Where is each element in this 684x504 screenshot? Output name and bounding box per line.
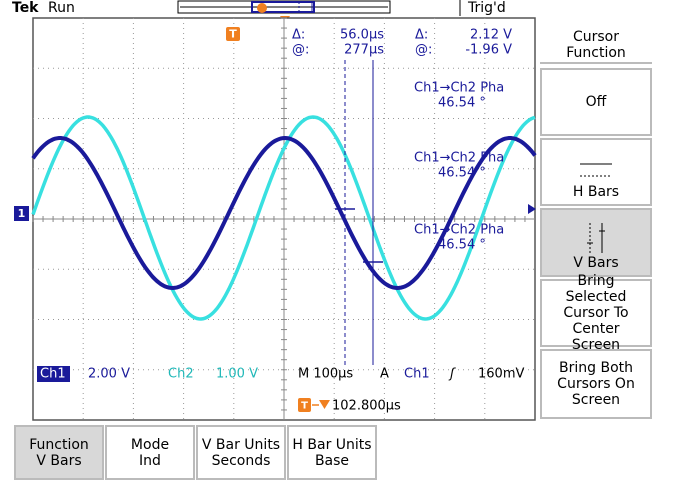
trigger-slope: ʃ <box>448 367 456 382</box>
ref-arrow <box>528 204 536 214</box>
trigger-marker <box>226 27 240 41</box>
side-menu-button[interactable]: Bring Selected Cursor To Center Screen <box>540 273 652 353</box>
readout-label: @: <box>415 43 432 58</box>
button-label: V Bar Units <box>201 436 281 453</box>
trigger-position: 102.800µs <box>332 399 401 414</box>
side-menu-button[interactable]: H Bars <box>540 138 652 206</box>
button-label: Mode <box>130 436 170 453</box>
measurement-label: Ch1→Ch2 Pha <box>414 81 504 96</box>
readout-value: 277µs <box>344 43 384 58</box>
measurement-label: Ch1→Ch2 Pha <box>414 223 504 238</box>
button-value: Base <box>314 452 350 469</box>
button-label: H Bar Units <box>292 436 372 453</box>
button-label: Function <box>29 436 89 453</box>
grid <box>32 17 535 420</box>
ch2-scale: 1.00 V <box>216 367 258 382</box>
readout-label: @: <box>292 43 309 58</box>
trigger-marker-text: T <box>229 28 237 41</box>
readout-label: Δ: <box>292 28 305 43</box>
view-window <box>251 1 315 13</box>
side-menu-button[interactable]: Off <box>540 68 652 136</box>
trigger-indicator <box>257 3 267 13</box>
trigger-mode: A <box>380 367 389 382</box>
readout-label: Δ: <box>415 28 428 43</box>
bottom-menu-button[interactable]: V Bar Units Seconds <box>196 425 286 480</box>
bottom-menu-button[interactable]: Function V Bars <box>14 425 104 480</box>
waveform <box>31 115 536 321</box>
trigger-source: Ch1 <box>404 367 430 382</box>
trigger-pos-icon <box>298 398 311 412</box>
button-text: V Bars <box>573 255 619 271</box>
measurement-label: Ch1→Ch2 Pha <box>414 151 504 166</box>
ch1-badge <box>37 366 70 382</box>
ch1-ground-marker <box>14 206 29 221</box>
button-value: Seconds <box>211 452 271 469</box>
button-value: Ind <box>139 452 161 469</box>
readout-value: -1.96 V <box>465 43 512 58</box>
side-menu-title: Cursor Function <box>540 28 652 64</box>
measurement-value: 46.54 ° <box>438 166 486 181</box>
side-menu-button[interactable]: V Bars <box>540 208 652 277</box>
button-value: V Bars <box>36 452 82 469</box>
ch1-label: Ch1 <box>40 367 66 382</box>
hbars-icon <box>580 163 612 177</box>
measurement-value: 46.54 ° <box>438 96 486 111</box>
brand: Tek <box>12 0 39 16</box>
trigger-level: 160mV <box>478 367 524 382</box>
readout-value: 56.0µs <box>340 28 384 43</box>
vbars-icon <box>587 223 605 253</box>
timebase: M 100µs <box>298 367 353 382</box>
ch1-scale: 2.00 V <box>88 367 130 382</box>
bottom-menu-button[interactable]: H Bar Units Base <box>287 425 377 480</box>
button-text: H Bars <box>572 184 620 200</box>
waveforms <box>31 115 537 321</box>
ch1-marker-text: 1 <box>18 207 26 220</box>
bottom-menu-button[interactable]: Mode Ind <box>105 425 195 480</box>
run-state: Run <box>48 0 75 16</box>
measurement-value: 46.54 ° <box>438 238 486 253</box>
side-menu-button[interactable]: Bring Both Cursors On Screen <box>540 349 652 419</box>
readout-value: 2.12 V <box>470 28 512 43</box>
trigger-pos-icon-text: T <box>301 401 308 412</box>
button-text: Off <box>585 94 607 110</box>
button-text: Bring Selected Cursor To Center Screen <box>563 273 629 353</box>
trigger-status: Trig'd <box>467 0 506 16</box>
waveform <box>31 135 537 291</box>
ch2-label: Ch2 <box>168 367 194 382</box>
trigger-pos-arrow <box>319 400 330 409</box>
button-text: Bring Both Cursors On Screen <box>557 360 635 408</box>
